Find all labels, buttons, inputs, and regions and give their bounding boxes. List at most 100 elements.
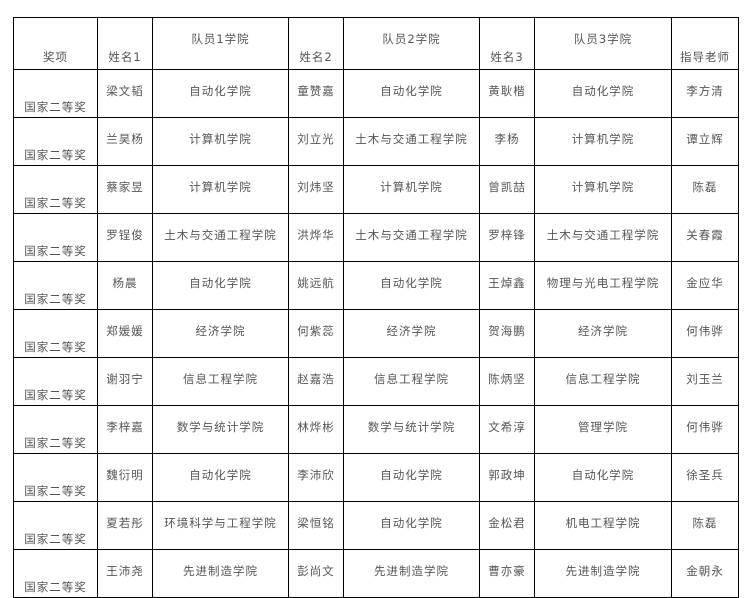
- table-row: 国家二等奖 李梓嘉 数学与统计学院 林烨彬 数学与统计学院 文希淳 管理学院 何伟骅: [13, 405, 739, 454]
- cell-college1: 自动化学院: [152, 69, 289, 118]
- cell-name3: 金松君: [479, 501, 535, 550]
- cell-name3: 郭政坤: [479, 453, 535, 502]
- table-row: 国家二等奖 罗锃俊 土木与交通工程学院 洪烨华 土木与交通工程学院 罗梓锋 土木与交通工程学…: [13, 213, 739, 262]
- cell-name2: 梁恒铭: [288, 501, 344, 550]
- cell-award: 国家二等奖: [13, 357, 98, 406]
- cell-college1: 计算机学院: [152, 117, 289, 166]
- cell-college2: 土木与交通工程学院: [343, 213, 480, 262]
- cell-advisor: 李方清: [671, 69, 739, 118]
- table-row: 国家二等奖 夏若彤 环境科学与工程学院 梁恒铭 自动化学院 金松君 机电工程学院 陈磊: [13, 501, 739, 550]
- cell-name2: 李沛欣: [288, 453, 344, 502]
- cell-college3: 先进制造学院: [534, 549, 672, 598]
- cell-award: 国家二等奖: [13, 261, 98, 310]
- cell-advisor: 刘玉兰: [671, 357, 739, 406]
- cell-name2: 洪烨华: [288, 213, 344, 262]
- cell-name2: 赵嘉浩: [288, 357, 344, 406]
- cell-advisor: 金朝永: [671, 549, 739, 598]
- cell-award: 国家二等奖: [13, 69, 98, 118]
- header-name1: 姓名1: [97, 17, 153, 70]
- cell-college1: 自动化学院: [152, 453, 289, 502]
- cell-college2: 信息工程学院: [343, 357, 480, 406]
- cell-name1: 夏若彤: [97, 501, 153, 550]
- cell-name1: 郑媛媛: [97, 309, 153, 358]
- header-advisor: 指导老师: [671, 17, 739, 70]
- cell-name3: 贺海鹏: [479, 309, 535, 358]
- cell-college1: 经济学院: [152, 309, 289, 358]
- cell-name2: 刘炜坚: [288, 165, 344, 214]
- table-row: 国家二等奖 杨晨 自动化学院 姚远航 自动化学院 王焯鑫 物理与光电工程学院 金应华: [13, 261, 739, 310]
- cell-college1: 信息工程学院: [152, 357, 289, 406]
- cell-name3: 王焯鑫: [479, 261, 535, 310]
- cell-college1: 先进制造学院: [152, 549, 289, 598]
- cell-college3: 土木与交通工程学院: [534, 213, 672, 262]
- header-award: 奖项: [13, 17, 98, 70]
- cell-college3: 计算机学院: [534, 117, 672, 166]
- cell-award: 国家二等奖: [13, 309, 98, 358]
- cell-advisor: 陈磊: [671, 165, 739, 214]
- cell-award: 国家二等奖: [13, 213, 98, 262]
- cell-name3: 罗梓锋: [479, 213, 535, 262]
- cell-name1: 罗锃俊: [97, 213, 153, 262]
- cell-name3: 李杨: [479, 117, 535, 166]
- cell-name2: 童赞嘉: [288, 69, 344, 118]
- cell-name2: 刘立光: [288, 117, 344, 166]
- cell-college2: 土木与交通工程学院: [343, 117, 480, 166]
- cell-advisor: 何伟骅: [671, 309, 739, 358]
- cell-name3: 陈炳坚: [479, 357, 535, 406]
- table-row: 国家二等奖 郑媛媛 经济学院 何紫蕊 经济学院 贺海鹏 经济学院 何伟骅: [13, 309, 739, 358]
- header-college1: 队员1学院: [152, 17, 289, 70]
- cell-name1: 李梓嘉: [97, 405, 153, 454]
- cell-college1: 计算机学院: [152, 165, 289, 214]
- cell-name1: 王沛尧: [97, 549, 153, 598]
- header-name2: 姓名2: [288, 17, 344, 70]
- header-college3: 队员3学院: [534, 17, 672, 70]
- cell-name2: 姚远航: [288, 261, 344, 310]
- table-row: 国家二等奖 兰昊杨 计算机学院 刘立光 土木与交通工程学院 李杨 计算机学院 谭立辉: [13, 117, 739, 166]
- cell-college1: 环境科学与工程学院: [152, 501, 289, 550]
- header-college2: 队员2学院: [343, 17, 480, 70]
- table-row: 国家二等奖 谢羽宁 信息工程学院 赵嘉浩 信息工程学院 陈炳坚 信息工程学院 刘玉兰: [13, 357, 739, 406]
- cell-award: 国家二等奖: [13, 117, 98, 166]
- cell-college2: 自动化学院: [343, 453, 480, 502]
- awards-table: 奖项 姓名1 队员1学院 姓名2 队员2学院 姓名3 队员3学院 指导老师 国家…: [13, 17, 739, 598]
- cell-name1: 杨晨: [97, 261, 153, 310]
- cell-advisor: 谭立辉: [671, 117, 739, 166]
- cell-college2: 计算机学院: [343, 165, 480, 214]
- cell-college2: 自动化学院: [343, 261, 480, 310]
- cell-college1: 自动化学院: [152, 261, 289, 310]
- cell-college2: 数学与统计学院: [343, 405, 480, 454]
- cell-college3: 信息工程学院: [534, 357, 672, 406]
- cell-name1: 兰昊杨: [97, 117, 153, 166]
- table-row: 国家二等奖 魏衍明 自动化学院 李沛欣 自动化学院 郭政坤 自动化学院 徐圣兵: [13, 453, 739, 502]
- cell-award: 国家二等奖: [13, 549, 98, 598]
- table-row: 国家二等奖 蔡家昱 计算机学院 刘炜坚 计算机学院 曾凯喆 计算机学院 陈磊: [13, 165, 739, 214]
- cell-name3: 曹亦豪: [479, 549, 535, 598]
- cell-advisor: 何伟骅: [671, 405, 739, 454]
- cell-name2: 林烨彬: [288, 405, 344, 454]
- header-row: 奖项 姓名1 队员1学院 姓名2 队员2学院 姓名3 队员3学院 指导老师: [13, 17, 739, 70]
- cell-advisor: 关春霞: [671, 213, 739, 262]
- cell-college3: 管理学院: [534, 405, 672, 454]
- cell-name3: 文希淳: [479, 405, 535, 454]
- cell-college3: 物理与光电工程学院: [534, 261, 672, 310]
- cell-name2: 彭尚文: [288, 549, 344, 598]
- cell-college3: 计算机学院: [534, 165, 672, 214]
- cell-college2: 经济学院: [343, 309, 480, 358]
- cell-college2: 自动化学院: [343, 501, 480, 550]
- header-name3: 姓名3: [479, 17, 535, 70]
- table-row: 国家二等奖 王沛尧 先进制造学院 彭尚文 先进制造学院 曹亦豪 先进制造学院 金朝永: [13, 549, 739, 598]
- cell-name1: 谢羽宁: [97, 357, 153, 406]
- cell-award: 国家二等奖: [13, 501, 98, 550]
- cell-college2: 自动化学院: [343, 69, 480, 118]
- cell-advisor: 金应华: [671, 261, 739, 310]
- cell-college3: 机电工程学院: [534, 501, 672, 550]
- cell-college3: 经济学院: [534, 309, 672, 358]
- cell-advisor: 徐圣兵: [671, 453, 739, 502]
- cell-college2: 先进制造学院: [343, 549, 480, 598]
- cell-award: 国家二等奖: [13, 165, 98, 214]
- cell-advisor: 陈磊: [671, 501, 739, 550]
- cell-name1: 蔡家昱: [97, 165, 153, 214]
- cell-name2: 何紫蕊: [288, 309, 344, 358]
- cell-college1: 土木与交通工程学院: [152, 213, 289, 262]
- cell-award: 国家二等奖: [13, 405, 98, 454]
